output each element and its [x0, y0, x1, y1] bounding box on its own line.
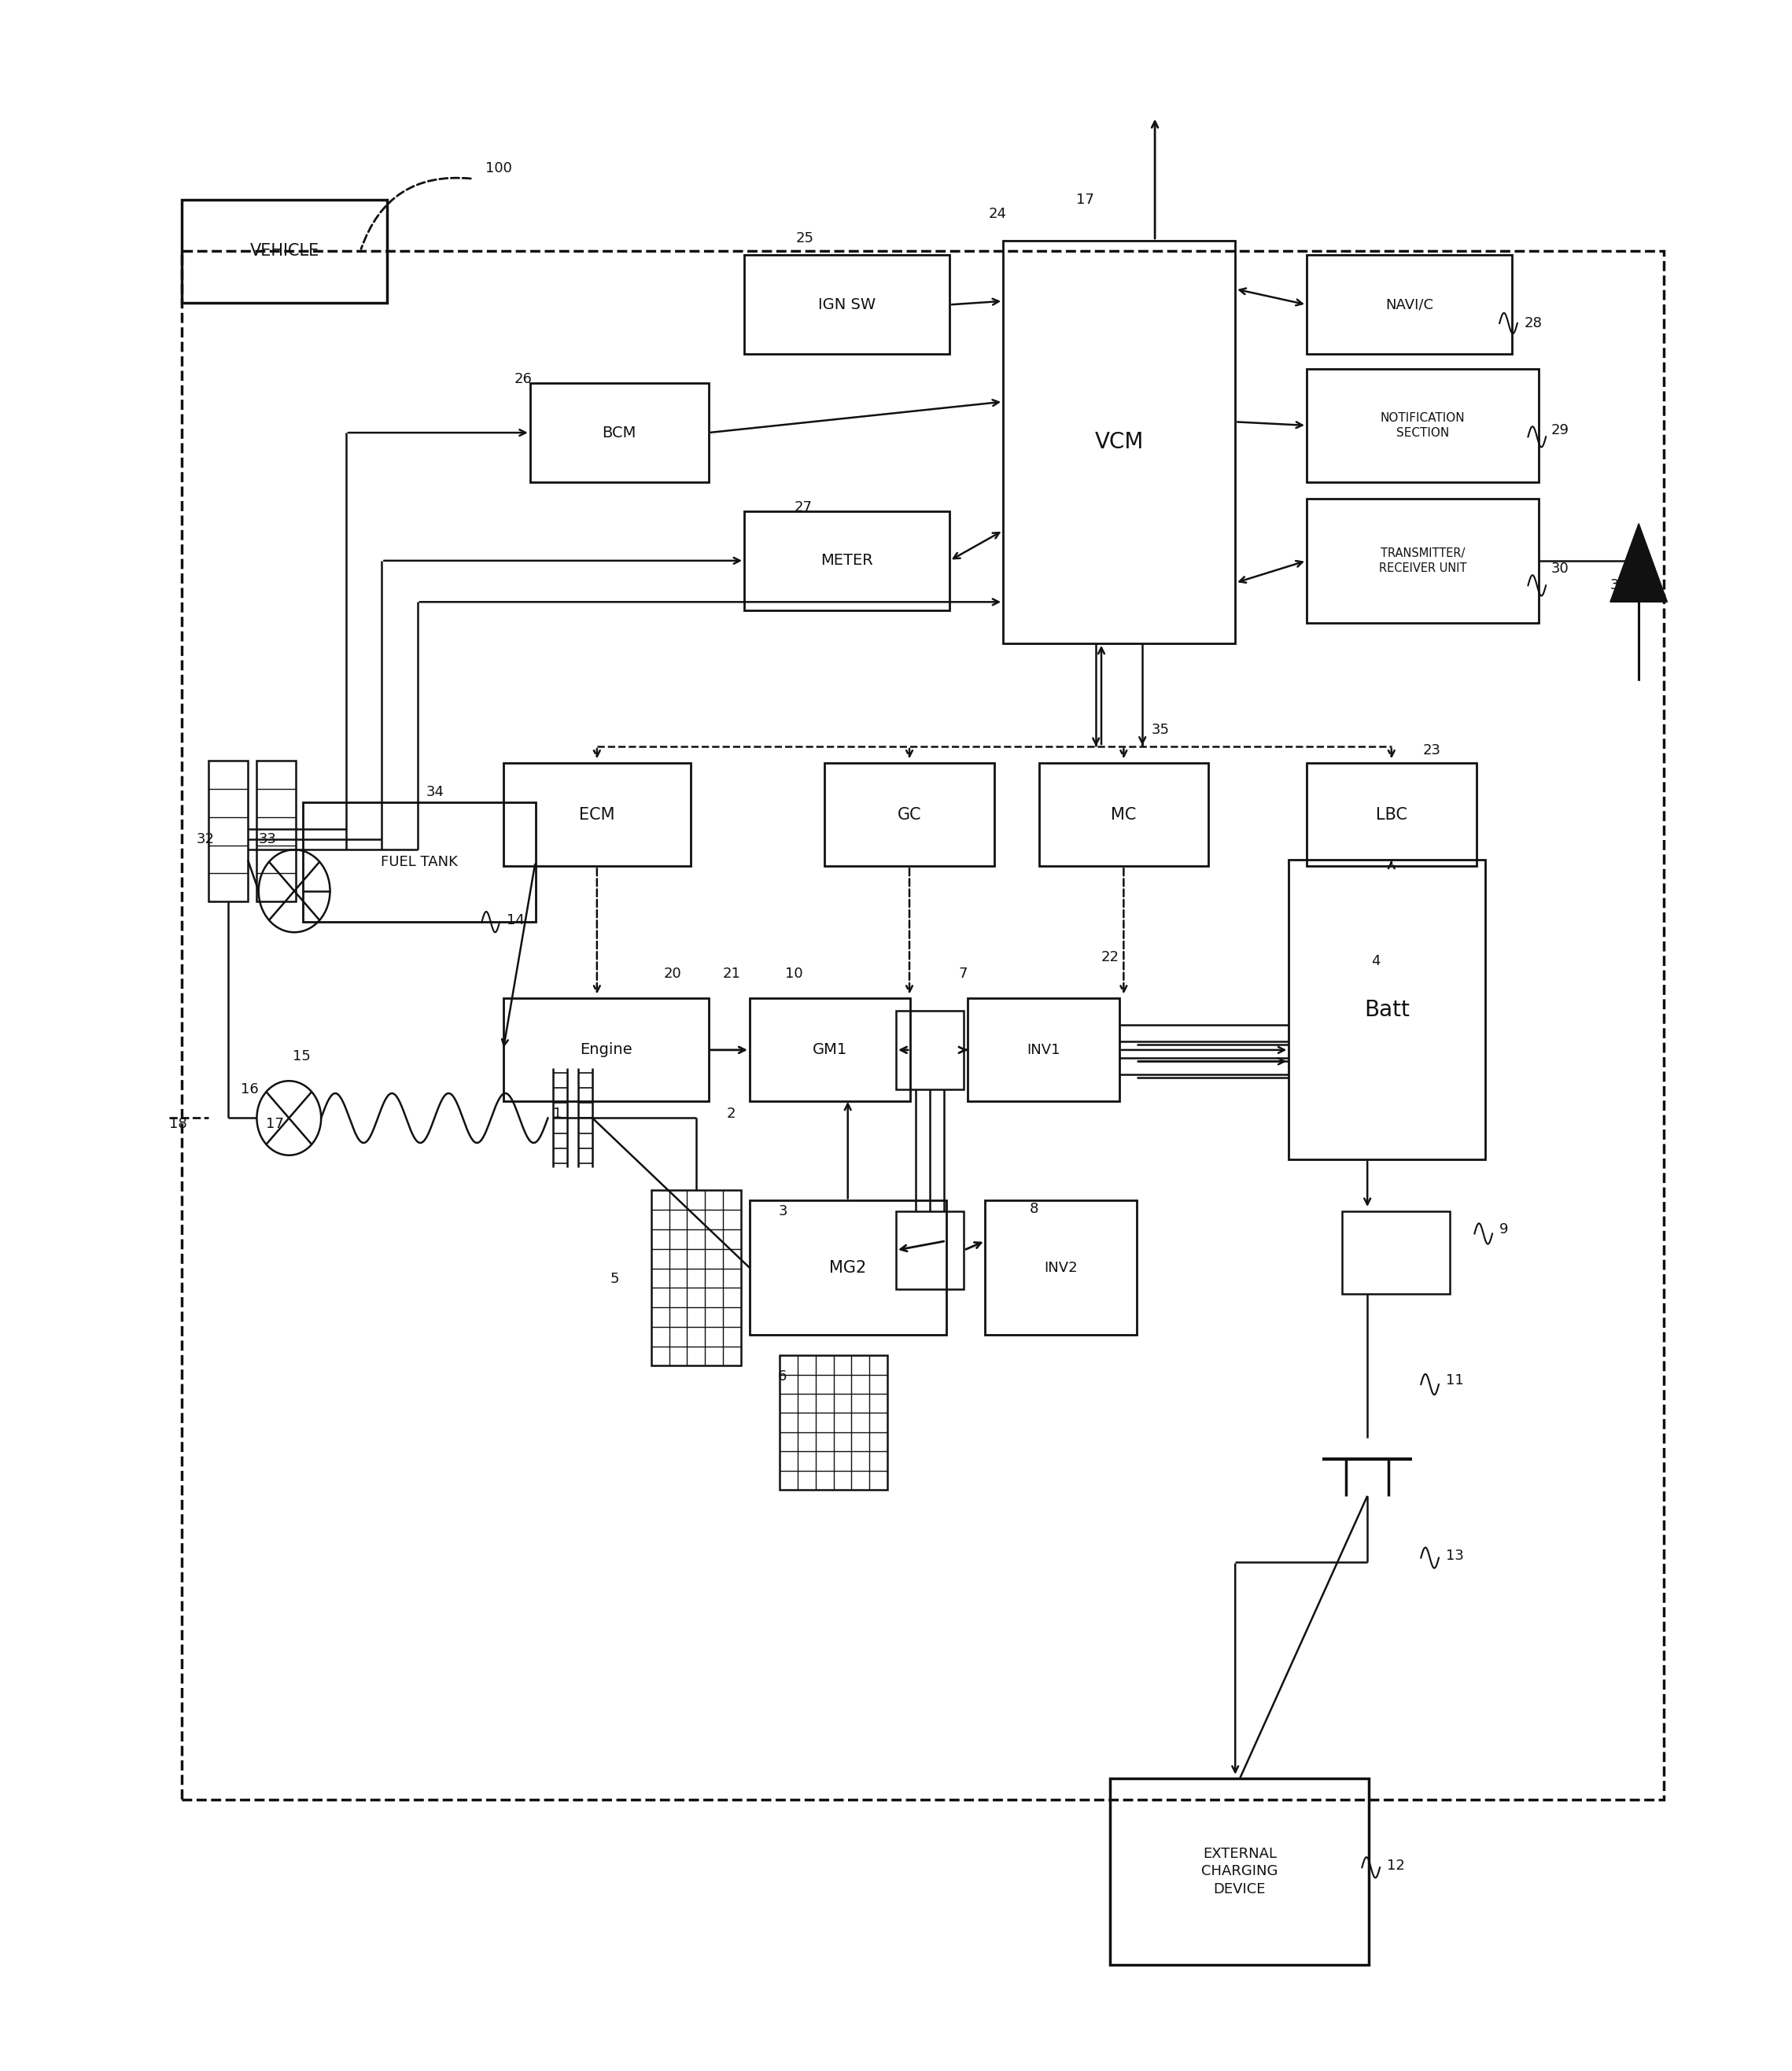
Bar — [1004, 240, 1235, 644]
Text: NAVI/C: NAVI/C — [1385, 298, 1434, 313]
Text: MC: MC — [1111, 808, 1136, 822]
Bar — [256, 760, 296, 901]
Text: Engine: Engine — [579, 1042, 633, 1058]
Text: 33: 33 — [258, 833, 276, 847]
Bar — [652, 1191, 740, 1365]
Text: 24: 24 — [989, 207, 1007, 222]
Bar — [968, 998, 1120, 1102]
Text: 31: 31 — [1611, 578, 1629, 592]
Text: 20: 20 — [663, 967, 681, 982]
Text: VEHICLE: VEHICLE — [249, 242, 319, 259]
Text: 25: 25 — [796, 232, 814, 246]
Bar — [303, 801, 536, 922]
Text: 17: 17 — [1077, 193, 1095, 207]
Bar — [1039, 762, 1208, 866]
Text: 17: 17 — [265, 1116, 283, 1131]
Text: 29: 29 — [1552, 425, 1570, 437]
Text: 8: 8 — [1030, 1201, 1039, 1216]
Text: Batt: Batt — [1364, 998, 1410, 1021]
Bar — [1306, 255, 1512, 354]
Bar — [780, 1357, 887, 1489]
Text: INV2: INV2 — [1045, 1261, 1079, 1276]
Text: 35: 35 — [1150, 723, 1170, 737]
Bar — [181, 199, 387, 302]
Text: 12: 12 — [1387, 1858, 1405, 1872]
Text: LBC: LBC — [1376, 808, 1407, 822]
Text: FUEL TANK: FUEL TANK — [380, 855, 457, 870]
Text: GM1: GM1 — [812, 1042, 848, 1058]
Text: 34: 34 — [426, 785, 444, 799]
Text: BCM: BCM — [602, 425, 636, 441]
Text: 1: 1 — [554, 1106, 563, 1120]
Text: VCM: VCM — [1095, 431, 1143, 454]
Text: MG2: MG2 — [830, 1259, 866, 1276]
Text: 32: 32 — [195, 833, 215, 847]
Text: 9: 9 — [1500, 1222, 1509, 1236]
Bar — [1306, 762, 1477, 866]
Bar — [1306, 499, 1539, 623]
Text: 26: 26 — [514, 373, 532, 385]
Text: 13: 13 — [1446, 1549, 1464, 1564]
Text: IGN SW: IGN SW — [819, 298, 876, 313]
Bar — [749, 998, 910, 1102]
Polygon shape — [1611, 524, 1667, 603]
Text: 6: 6 — [778, 1369, 787, 1383]
Bar — [181, 251, 1663, 1800]
Bar — [1288, 859, 1486, 1160]
Bar — [986, 1201, 1138, 1336]
Text: 27: 27 — [794, 499, 812, 514]
Bar — [530, 383, 708, 483]
Text: 16: 16 — [240, 1081, 258, 1096]
Text: GC: GC — [898, 808, 921, 822]
Bar — [744, 512, 950, 611]
Bar — [504, 998, 708, 1102]
Bar — [208, 760, 247, 901]
Bar — [504, 762, 690, 866]
Text: ECM: ECM — [579, 808, 615, 822]
Text: 15: 15 — [292, 1050, 310, 1062]
Bar — [1111, 1779, 1369, 1965]
Text: 22: 22 — [1102, 951, 1120, 965]
Text: NOTIFICATION
SECTION: NOTIFICATION SECTION — [1380, 412, 1466, 439]
Bar — [744, 255, 950, 354]
Text: 21: 21 — [722, 967, 740, 982]
Text: 23: 23 — [1423, 743, 1441, 758]
Bar — [1306, 369, 1539, 483]
Text: EXTERNAL
CHARGING
DEVICE: EXTERNAL CHARGING DEVICE — [1201, 1847, 1278, 1897]
Text: 14: 14 — [507, 913, 525, 928]
Bar — [749, 1201, 946, 1336]
Text: 5: 5 — [611, 1272, 620, 1286]
Text: 7: 7 — [959, 967, 968, 982]
Text: INV1: INV1 — [1027, 1044, 1061, 1056]
Bar — [896, 1212, 964, 1290]
Text: 11: 11 — [1446, 1373, 1464, 1388]
Text: METER: METER — [821, 553, 873, 567]
Text: 30: 30 — [1552, 561, 1570, 576]
Text: 3: 3 — [778, 1203, 787, 1218]
Text: TRANSMITTER/
RECEIVER UNIT: TRANSMITTER/ RECEIVER UNIT — [1378, 547, 1466, 574]
Text: 100: 100 — [486, 162, 513, 176]
Text: 4: 4 — [1371, 955, 1380, 969]
Bar — [896, 1011, 964, 1089]
Text: 2: 2 — [726, 1106, 735, 1120]
Text: 28: 28 — [1525, 317, 1543, 331]
Bar — [824, 762, 995, 866]
Text: 18: 18 — [168, 1116, 186, 1131]
Text: 10: 10 — [785, 967, 803, 982]
Bar — [1342, 1212, 1450, 1294]
